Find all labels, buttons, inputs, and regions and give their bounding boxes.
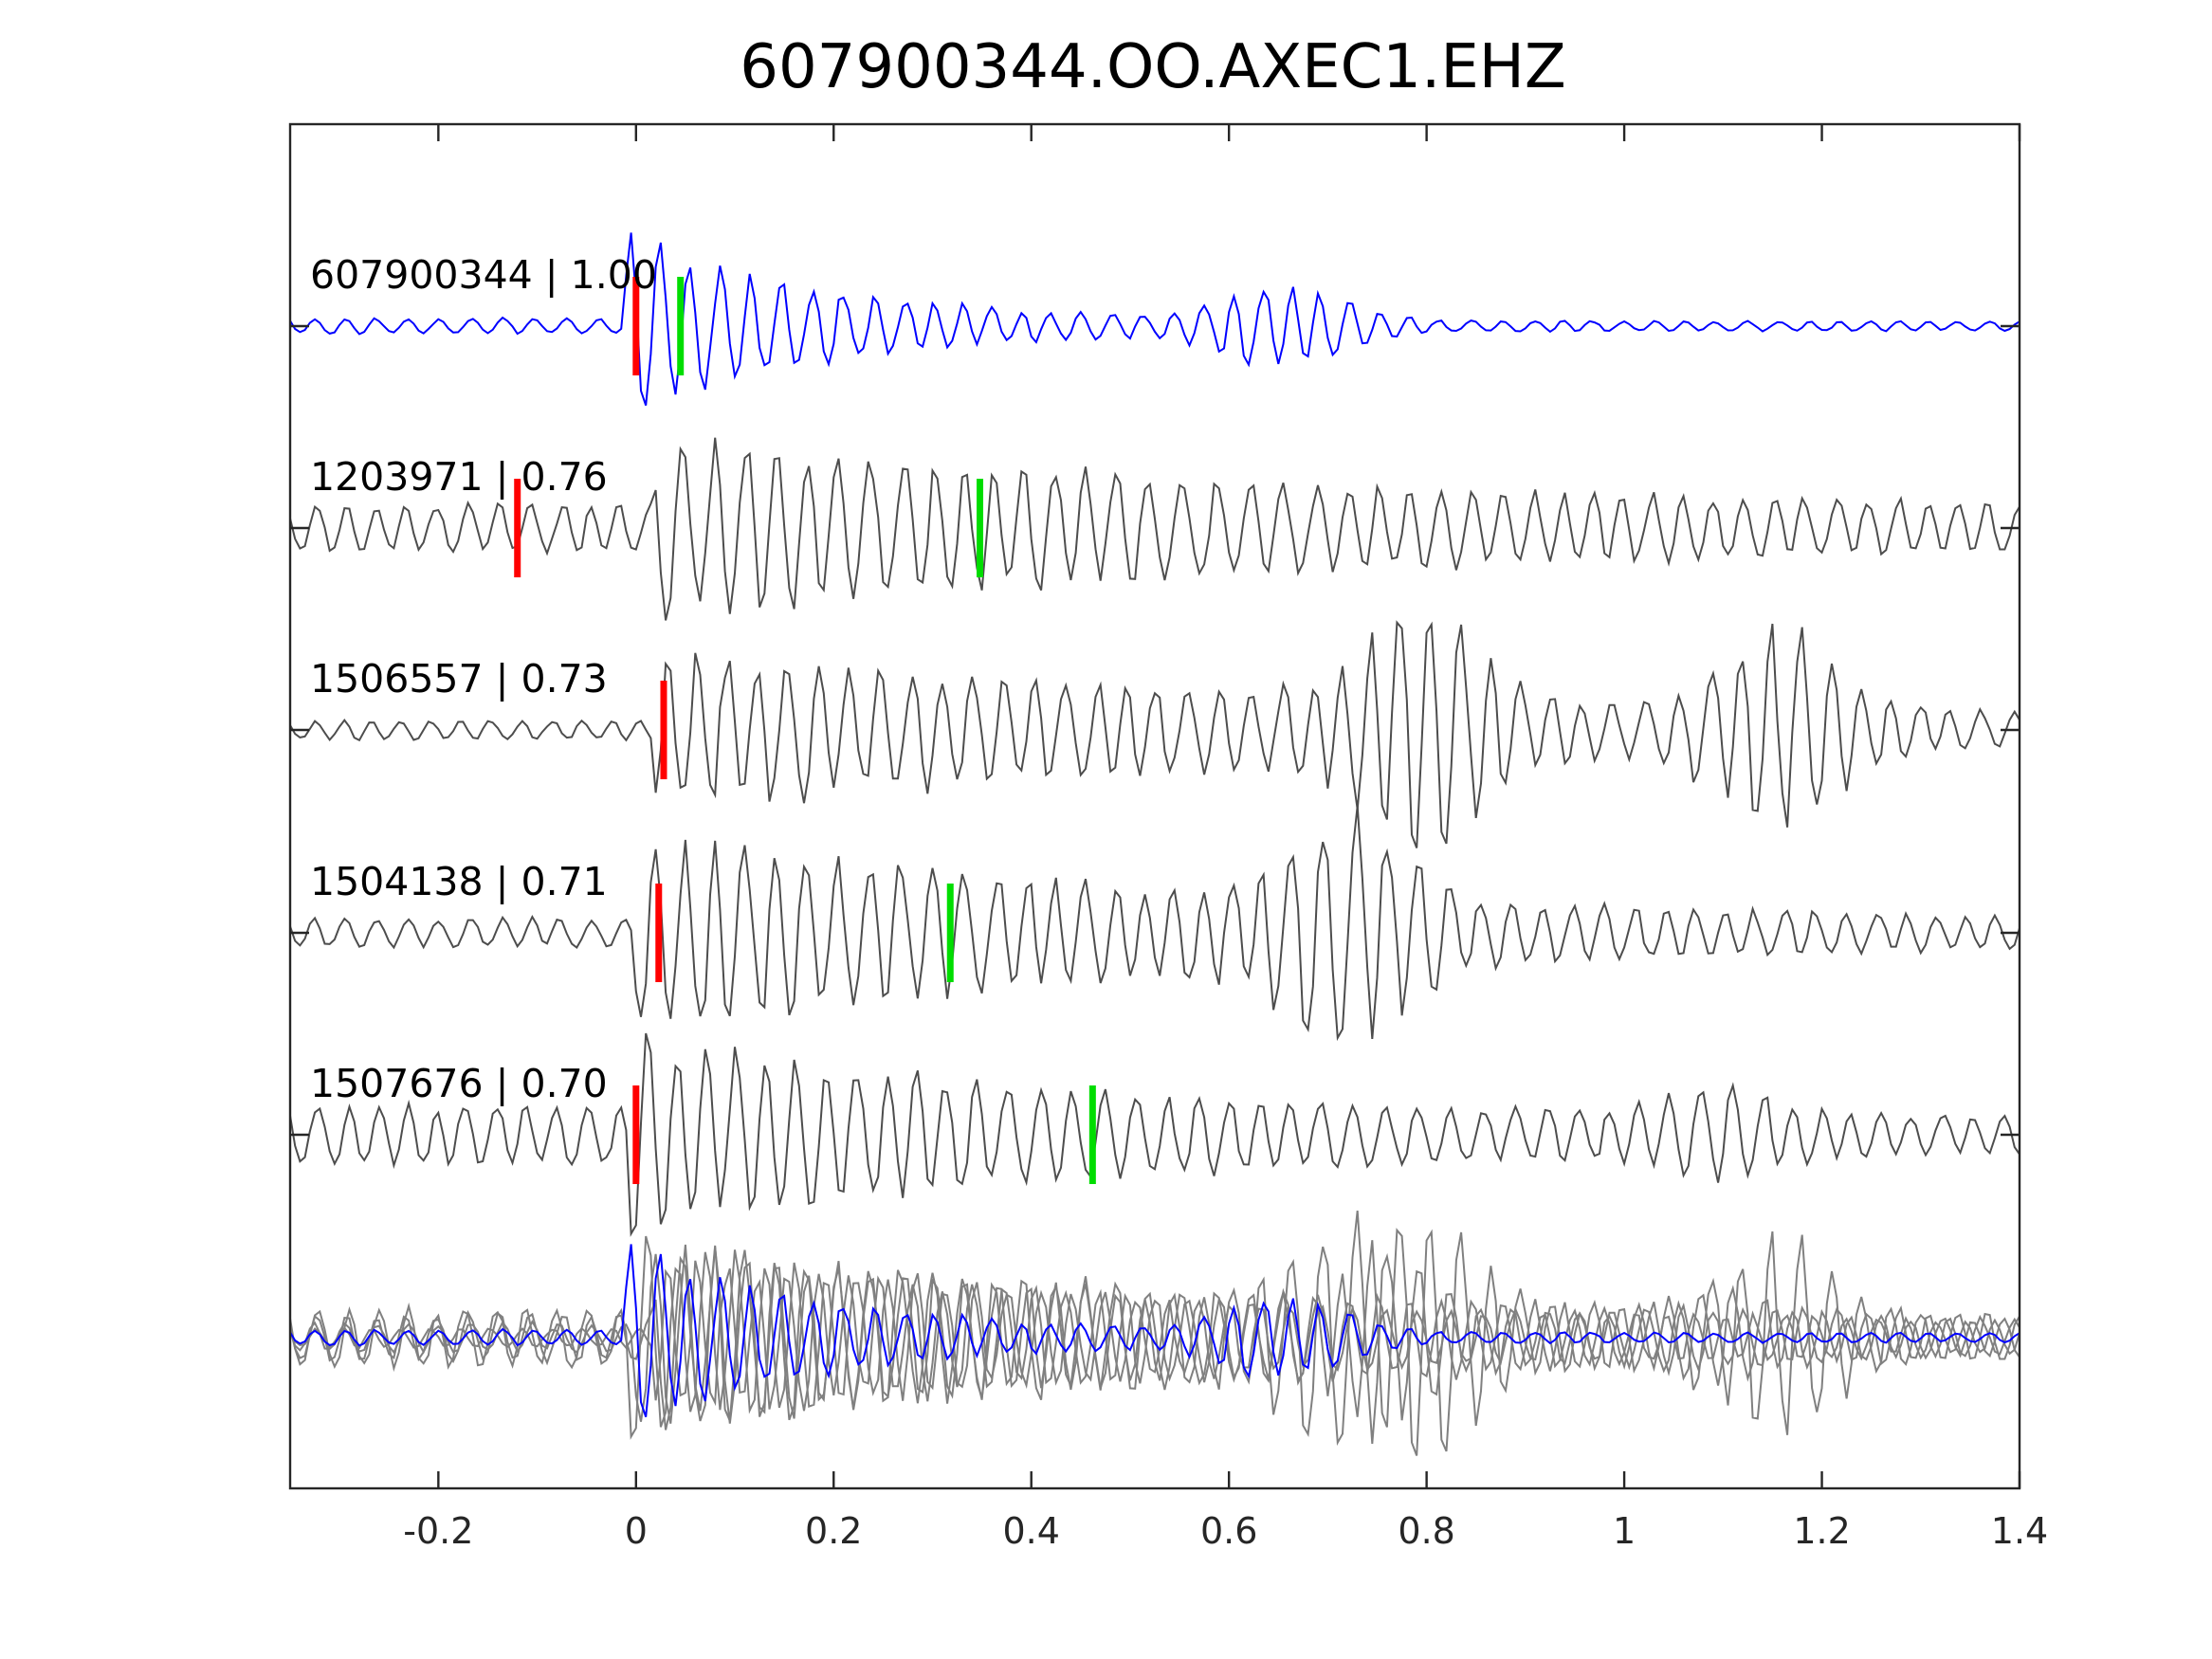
trace-label-1504138: 1504138 | 0.71: [310, 859, 608, 904]
trace-label-1506557: 1506557 | 0.73: [310, 656, 608, 702]
stack-trace-1507676: [289, 1235, 2020, 1440]
x-tick-label: 1: [1613, 1510, 1636, 1552]
trace-1203971: [289, 437, 2020, 621]
x-tick-label: 0: [625, 1510, 648, 1552]
x-tick-label: 0.8: [1398, 1510, 1454, 1552]
picks-group: [514, 277, 1096, 1184]
trace-1507676: [289, 1032, 2020, 1237]
x-tick-label: 0.6: [1200, 1510, 1257, 1552]
x-tick-label: -0.2: [403, 1510, 473, 1552]
x-tick-label: 0.4: [1002, 1510, 1059, 1552]
x-tick-label: 1.4: [1991, 1510, 2048, 1552]
trace-label-1203971: 1203971 | 0.76: [310, 454, 608, 500]
chart-title: 607900344.OO.AXEC1.EHZ: [740, 32, 1566, 102]
stack-trace-1506557: [289, 1228, 2020, 1456]
trace-label-607900344: 607900344 | 1.00: [310, 252, 657, 298]
trace-1506557: [289, 620, 2020, 848]
trace-labels-group: 607900344 | 1.00 1203971 | 0.76 1506557 | …: [310, 252, 657, 1106]
stack-trace-607900344: [289, 1244, 2020, 1418]
trace-label-1507676: 1507676 | 0.70: [310, 1061, 608, 1106]
x-tick-label: 0.2: [805, 1510, 862, 1552]
trace-607900344: [289, 232, 2020, 407]
x-axis: -0.2 0 0.2 0.4 0.6 0.8 1 1.2 1.4: [403, 124, 2048, 1552]
x-tick-label: 1.2: [1793, 1510, 1850, 1552]
plot-frame: [288, 122, 2021, 1490]
trace-1504138: [289, 805, 2020, 1042]
stack-trace-1203971: [289, 1247, 2020, 1431]
traces-group: [289, 232, 2020, 1456]
